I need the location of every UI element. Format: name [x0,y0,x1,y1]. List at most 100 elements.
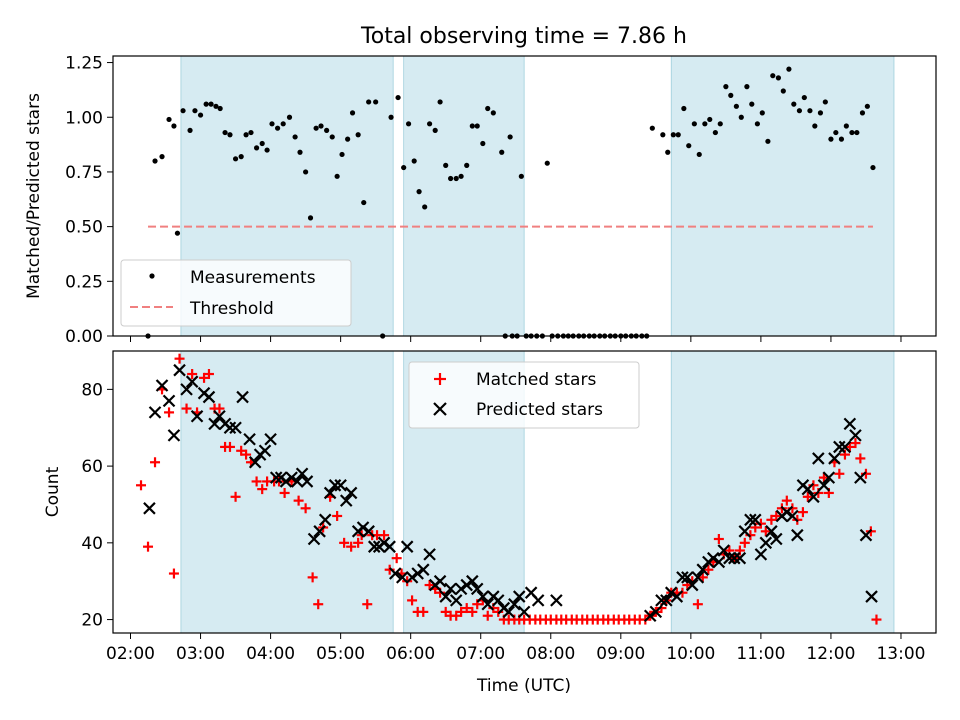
measurement-point [213,103,219,109]
matched-star-point [787,503,798,514]
measurement-point [248,129,254,136]
predicted-star-point [727,551,741,565]
measurement-point [208,101,214,107]
x-tick-label: 03:00 [176,644,225,664]
y-tick-label: 0.50 [65,218,103,238]
matched-star-point [703,564,714,575]
matched-star-point [461,603,472,614]
measurement-point [174,230,181,236]
predicted-star-point [328,479,342,492]
predicted-star-point [738,525,752,538]
matched-star-point [456,606,467,617]
legend-threshold-label: Threshold [189,299,274,319]
measurement-point [691,121,697,127]
measurement-point [828,136,834,142]
measurement-point [712,129,718,136]
predicted-star-point [185,375,199,388]
matched-star-point [802,491,813,502]
predicted-star-point [685,578,699,592]
predicted-star-point [508,597,521,611]
predicted-star-point [400,540,414,553]
measurement-point [770,73,776,79]
predicted-star-point [481,597,495,611]
matched-star-point [279,487,290,498]
measurement-point [152,158,158,164]
matched-star-point [187,369,198,380]
matched-star-point [346,541,357,552]
measurement-point [474,123,480,129]
top-legend: Measurements Threshold [120,259,352,327]
matched-star-point [760,526,771,537]
legend-matched-marker [434,373,446,385]
predicted-star-point [460,578,473,592]
measurement-point [870,164,876,171]
predicted-star-point [491,594,505,607]
measurement-point [222,129,228,136]
measurement-point [544,160,550,166]
measurement-point [733,103,739,109]
matched-star-point [871,614,882,625]
measurement-point [297,149,303,155]
matched-star-point [844,441,855,452]
predicted-star-point [664,586,678,599]
predicted-star-point [243,432,256,446]
matched-star-point [697,572,708,583]
predicted-star-point [691,571,705,584]
measurement-point [786,66,792,72]
measurement-point [355,132,361,138]
predicted-star-point [476,590,490,603]
matched-star-point [214,403,225,414]
predicted-star-point [148,406,162,419]
measurement-point [292,134,298,140]
matched-star-point [332,510,343,521]
measurement-point [253,145,260,151]
predicted-star-point [339,494,353,507]
measurement-point [373,99,379,105]
x-tick-label: 09:00 [596,644,645,664]
measurement-point [812,123,818,129]
predicted-star-point [643,609,657,623]
predicted-star-point [696,563,710,576]
measurement-point [458,173,464,179]
predicted-star-point [162,394,176,408]
measurement-point [187,127,193,133]
top-y-ticks: 0.00 0.25 0.50 0.75 1.00 1.25 [65,54,113,347]
matched-star-point [353,537,364,548]
measurement-point [422,204,428,210]
measurement-point [238,154,244,160]
measurement-point [361,199,367,206]
y-tick-label: 0.75 [65,163,103,183]
y-tick-label: 40 [81,534,103,554]
matched-star-point [808,480,819,491]
measurement-point [334,173,340,179]
measurement-point [469,123,475,129]
predicted-star-point [854,471,867,484]
y-tick-label: 0.25 [65,272,103,292]
predicted-star-point [229,421,242,435]
predicted-star-point [323,486,337,500]
measurement-point [681,105,687,112]
measurement-point [303,169,309,175]
measurement-point [203,101,209,107]
predicted-star-point [765,525,778,538]
measurement-point [817,110,824,116]
predicted-star-point [807,490,820,504]
predicted-star-point [190,409,204,423]
measurement-point [307,215,314,221]
matched-star-point [362,599,373,610]
y-tick-label: 0.00 [65,327,103,347]
predicted-star-point [717,544,731,557]
predicted-star-point [733,551,747,565]
shaded-interval [670,55,895,337]
x-tick-label: 08:00 [526,644,575,664]
matched-star-point [313,599,324,610]
top-shaded-intervals [180,55,895,337]
measurement-point [838,136,845,142]
predicted-star-point [649,605,663,619]
measurement-point [318,123,324,129]
predicted-star-point [395,571,409,584]
predicted-star-point [670,590,684,603]
x-tick-label: 05:00 [316,644,365,664]
